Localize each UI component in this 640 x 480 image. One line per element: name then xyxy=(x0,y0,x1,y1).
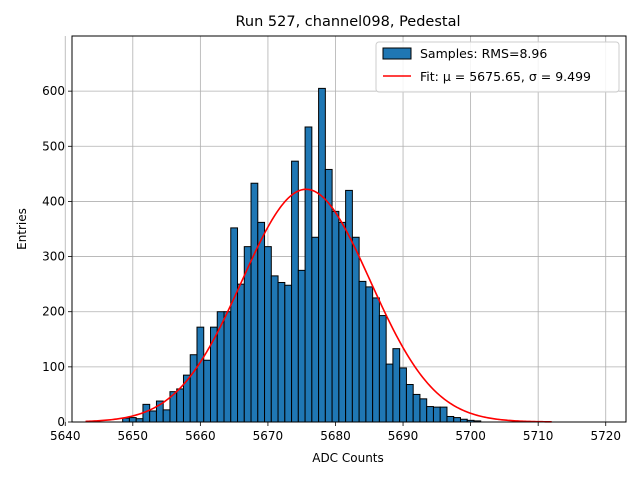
plot-frame xyxy=(71,35,627,423)
x-tick-label: 5720 xyxy=(590,429,621,443)
legend: Samples: RMS=8.96 Fit: μ = 5675.65, σ = … xyxy=(375,41,620,93)
legend-label-fit: Fit: μ = 5675.65, σ = 9.499 xyxy=(420,69,591,84)
histogram-bar xyxy=(284,284,293,423)
y-tick-label: 400 xyxy=(42,194,65,208)
histogram-bar xyxy=(291,160,299,423)
histogram-bar xyxy=(372,297,380,423)
histogram-bar xyxy=(392,348,401,423)
x-tick-label: 5660 xyxy=(185,429,216,443)
histogram-bar xyxy=(264,246,272,423)
histogram-bar xyxy=(128,417,137,423)
histogram-bar xyxy=(257,221,266,423)
histogram-bar xyxy=(399,367,407,423)
histogram-bar xyxy=(196,326,205,423)
histogram-bar xyxy=(338,221,347,423)
x-tick-label: 5680 xyxy=(320,429,351,443)
histogram-bar xyxy=(446,415,455,423)
histogram-bar xyxy=(405,384,414,423)
x-axis-label: ADC Counts xyxy=(312,451,384,465)
chart-title: Run 527, channel098, Pedestal xyxy=(235,14,460,30)
histogram-bar xyxy=(230,227,239,423)
histogram-bar xyxy=(189,354,198,423)
y-tick-label: 0 xyxy=(57,415,65,429)
histogram-bar xyxy=(426,406,434,423)
histogram-bar xyxy=(270,275,279,423)
histogram-bar xyxy=(345,189,353,423)
histogram-bar xyxy=(419,398,428,423)
x-tick-label: 5640 xyxy=(50,429,81,443)
histogram-bar xyxy=(331,210,340,423)
histogram-bar xyxy=(122,417,130,423)
histogram-bar xyxy=(378,315,387,423)
histogram-bar xyxy=(453,417,461,423)
histogram-bar xyxy=(277,281,286,423)
histogram-bar xyxy=(250,182,259,423)
gaussian-fit-curve xyxy=(85,188,552,423)
y-tick-label: 300 xyxy=(42,250,65,264)
legend-label-samples: Samples: RMS=8.96 xyxy=(420,46,547,61)
histogram-bar xyxy=(439,406,448,423)
histogram-bar xyxy=(318,87,326,423)
x-tick-label: 5650 xyxy=(118,429,149,443)
histogram-bar xyxy=(365,286,374,423)
histogram-bar xyxy=(432,406,441,423)
x-tick-label: 5700 xyxy=(455,429,486,443)
histogram-bar xyxy=(385,363,394,423)
histogram-bar xyxy=(223,311,232,423)
y-tick-label: 100 xyxy=(42,360,65,374)
x-tick-label: 5670 xyxy=(253,429,284,443)
y-axis-label: Entries xyxy=(15,208,29,250)
histogram-bar xyxy=(162,409,171,423)
histogram-bar xyxy=(149,410,157,423)
histogram-bar xyxy=(297,269,306,423)
histogram-bar xyxy=(351,236,360,423)
y-axis-ticks: 0 100 200 300 400 500 600 xyxy=(42,84,72,429)
histogram-bar xyxy=(304,126,313,423)
legend-box xyxy=(375,41,620,93)
histogram-bar xyxy=(358,280,367,423)
histogram-bars xyxy=(122,87,482,423)
legend-swatch-samples xyxy=(382,47,412,60)
x-axis-ticks: 5640 5650 5660 5670 5680 5690 5700 5710 5720 xyxy=(50,422,621,443)
y-tick-label: 200 xyxy=(42,305,65,319)
histogram-bar xyxy=(210,326,218,423)
x-tick-label: 5690 xyxy=(388,429,419,443)
y-tick-label: 600 xyxy=(42,84,65,98)
histogram-bar xyxy=(203,359,211,423)
y-tick-label: 500 xyxy=(42,139,65,153)
histogram-bar xyxy=(412,393,421,423)
x-tick-label: 5710 xyxy=(523,429,554,443)
histogram-bar xyxy=(311,236,320,423)
histogram-bar xyxy=(237,283,245,423)
histogram-bar xyxy=(216,311,225,423)
histogram-bar xyxy=(176,388,184,423)
